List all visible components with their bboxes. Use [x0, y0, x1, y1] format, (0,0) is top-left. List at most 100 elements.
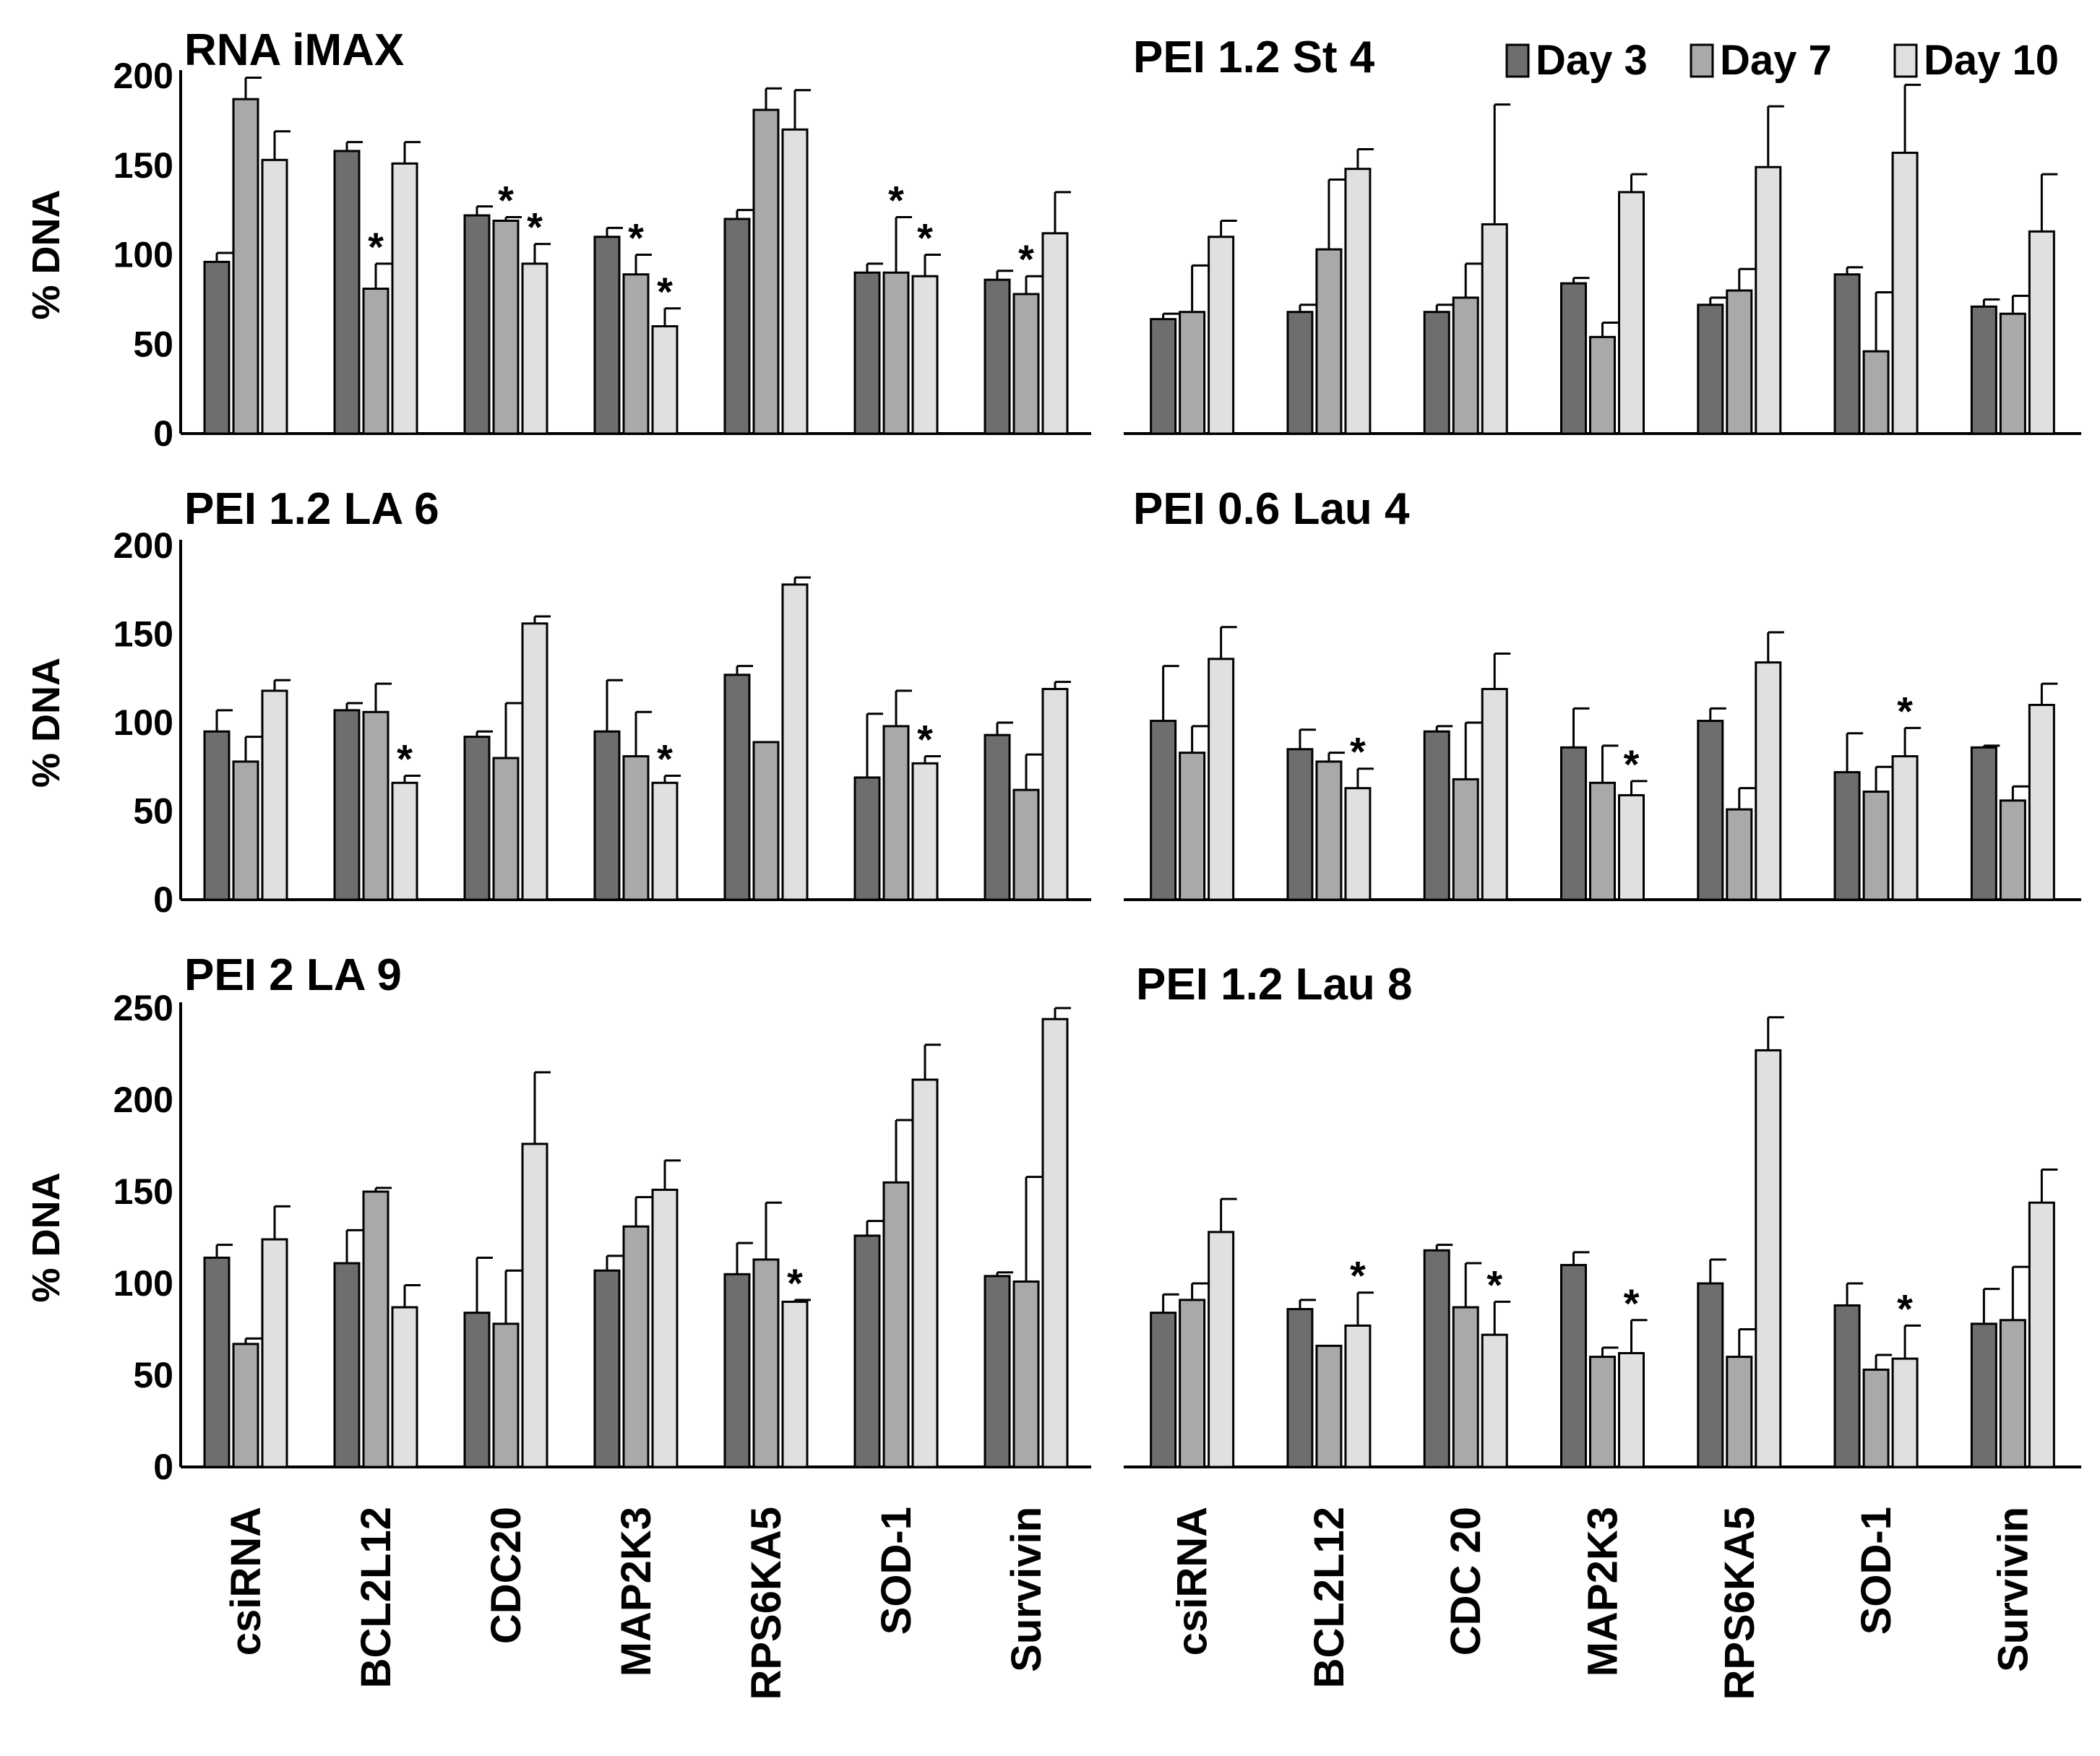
bar-day-7 [492, 757, 520, 901]
bar-day-3 [593, 1269, 621, 1468]
x-tick-label: CDC 20 [1442, 1507, 1489, 1656]
bar-day-10 [1755, 165, 1782, 435]
chart-panel-4: PEI 0.6 Lau 4 * * * [1124, 484, 2081, 901]
bar-day-3 [1150, 318, 1177, 435]
y-tick-label: 200 [113, 56, 173, 96]
bar-day-10 [911, 275, 939, 435]
legend-swatch [1893, 43, 1918, 78]
y-tick-label: 100 [113, 1263, 173, 1304]
bar-day-10 [261, 689, 288, 901]
bar-day-10 [2028, 230, 2055, 435]
bar-day-10 [1891, 1357, 1919, 1468]
chart-panel-2: PEI 1.2 St 4 [1124, 33, 2081, 435]
x-tick-label: MAP2K3 [613, 1507, 660, 1677]
x-tick-label: Survivin [1989, 1507, 2036, 1672]
bar-day-3 [1970, 746, 1997, 901]
y-axis-label: % DNA [25, 1172, 68, 1302]
bar-day-3 [853, 1234, 881, 1468]
bar-day-7 [1999, 312, 2026, 435]
chart-panel-5: PEI 2 LA 9 0 50 100 150 200 250 % DNA csiRNA BCL2… [25, 950, 1091, 1700]
bar-day-3 [333, 150, 361, 435]
bar-day-3 [1560, 746, 1587, 901]
significance-star: * [1897, 1286, 1913, 1331]
bar-day-7 [622, 1225, 650, 1468]
bar-day-10 [1481, 1333, 1508, 1468]
bar-day-3 [1423, 1249, 1450, 1468]
bar-day-7 [1179, 1299, 1206, 1468]
y-tick-label: 200 [113, 1080, 173, 1120]
bar-day-3 [984, 1275, 1011, 1468]
panel-title: RNA iMAX [184, 25, 404, 75]
y-axis-label: % DNA [25, 658, 68, 788]
significance-star: * [888, 178, 904, 223]
bar-day-3 [1423, 311, 1450, 435]
bar-day-7 [492, 1322, 520, 1468]
bar-day-7 [622, 755, 650, 901]
bar-day-3 [1697, 1282, 1724, 1468]
bar-day-10 [1208, 236, 1235, 435]
bar-day-10 [1041, 232, 1069, 435]
bar-day-7 [232, 1343, 259, 1468]
bar-day-7 [1726, 289, 1753, 435]
y-tick-label: 150 [113, 145, 173, 186]
bar-day-3 [1286, 748, 1314, 901]
bar-day-7 [1589, 335, 1616, 435]
y-tick-label: 0 [153, 1447, 173, 1487]
bar-day-3 [1150, 1312, 1177, 1468]
bar-day-10 [521, 1142, 548, 1468]
bar-day-10 [2028, 1201, 2055, 1468]
x-tick-label: CDC20 [483, 1507, 530, 1644]
bar-day-3 [853, 776, 881, 901]
bar-day-3 [984, 733, 1011, 901]
significance-star: * [368, 224, 384, 270]
bar-day-10 [1041, 1017, 1069, 1468]
bar-day-3 [333, 1262, 361, 1468]
bar-day-3 [1833, 1304, 1861, 1468]
bar-day-10 [1891, 151, 1919, 435]
x-tick-label: RPS6KA5 [743, 1507, 790, 1700]
significance-star: * [498, 178, 514, 223]
bar-day-10 [651, 781, 679, 901]
y-tick-label: 200 [113, 525, 173, 566]
bar-day-10 [781, 583, 809, 901]
panel-title: PEI 1.2 Lau 8 [1136, 960, 1413, 1010]
bar-day-3 [333, 709, 361, 901]
bar-day-7 [362, 288, 390, 435]
bar-day-3 [593, 730, 621, 901]
bar-day-7 [1012, 788, 1040, 901]
panel-title: PEI 0.6 Lau 4 [1133, 484, 1410, 534]
y-tick-label: 250 [113, 988, 173, 1028]
bar-day-3 [723, 673, 751, 901]
bar-day-7 [1452, 1306, 1479, 1468]
bar-day-10 [1041, 687, 1069, 901]
chart-panel-1: RNA iMAX 0 50 100 150 200 % DNA * * * * * * * * [25, 25, 1091, 454]
significance-star: * [628, 215, 644, 261]
panel-title: PEI 1.2 LA 6 [184, 484, 439, 534]
bar-day-3 [1286, 311, 1314, 435]
y-tick-label: 50 [133, 1355, 173, 1395]
x-tick-label: BCL2L12 [353, 1507, 400, 1688]
bar-day-7 [1012, 1280, 1040, 1468]
bar-day-10 [781, 1300, 809, 1468]
bar-day-7 [1862, 350, 1890, 435]
x-tick-label: Survivin [1003, 1507, 1050, 1672]
significance-star: * [1018, 236, 1034, 282]
bar-day-10 [1481, 223, 1508, 435]
bar-day-10 [651, 1188, 679, 1468]
legend-item-day-10: Day 10 [1893, 37, 2059, 84]
significance-star: * [657, 269, 673, 314]
bar-day-3 [1560, 282, 1587, 435]
bar-day-3 [463, 214, 491, 435]
bar-day-10 [1344, 1324, 1372, 1468]
bar-day-10 [521, 262, 548, 435]
x-tick-label: csiRNA [223, 1507, 270, 1656]
legend-item-day-7: Day 7 [1690, 37, 1832, 84]
bar-day-10 [2028, 704, 2055, 901]
bar-day-7 [1452, 778, 1479, 901]
y-tick-label: 0 [153, 413, 173, 454]
bar-day-7 [1999, 1319, 2026, 1468]
y-tick-label: 0 [153, 879, 173, 920]
bar-day-7 [362, 710, 390, 901]
